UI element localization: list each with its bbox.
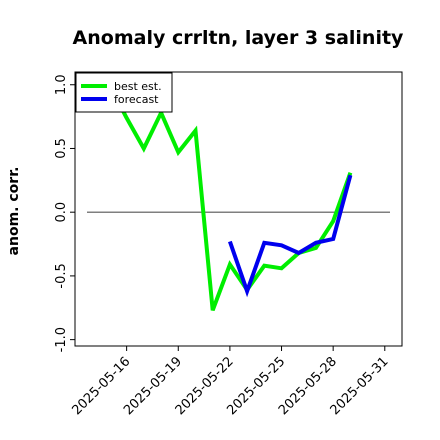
y-tick-label: 0.5 (54, 138, 69, 159)
y-tick-label: -0.5 (54, 263, 69, 288)
series-line-forecast (228, 174, 353, 298)
series-line-best-estimate (107, 83, 353, 312)
legend-box (75, 72, 173, 113)
legend-label-best-estimate: best est. (114, 80, 162, 93)
y-tick-label: -1.0 (54, 327, 69, 352)
y-tick-label: 1.0 (54, 74, 69, 95)
legend-label-forecast: forecast (114, 93, 159, 106)
plot-frame (74, 71, 403, 347)
chart-title: Anomaly crrltn, layer 3 salinity (73, 27, 404, 49)
y-tick-label: 0.0 (54, 202, 69, 223)
y-axis-label: anom. corr. (6, 167, 22, 256)
plot-area: -1.0-0.50.00.51.02025-05-162025-05-19202… (54, 71, 403, 418)
